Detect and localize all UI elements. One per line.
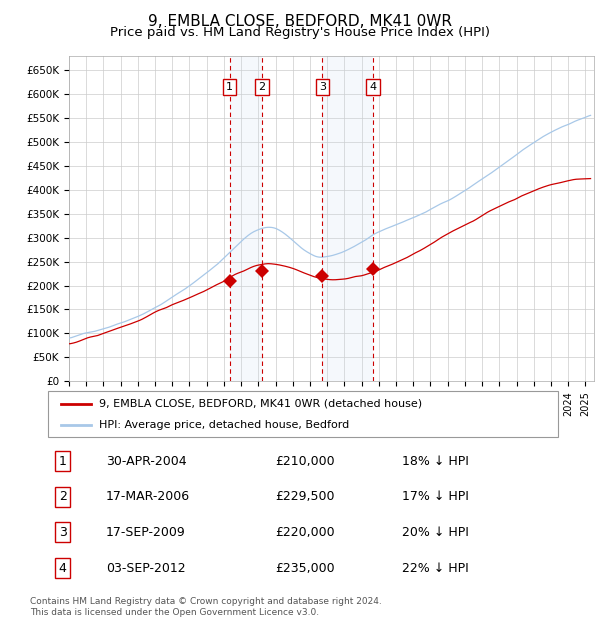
Text: 17-SEP-2009: 17-SEP-2009 bbox=[106, 526, 186, 539]
Text: 03-SEP-2012: 03-SEP-2012 bbox=[106, 562, 186, 575]
Text: £220,000: £220,000 bbox=[275, 526, 335, 539]
Text: 9, EMBLA CLOSE, BEDFORD, MK41 0WR (detached house): 9, EMBLA CLOSE, BEDFORD, MK41 0WR (detac… bbox=[99, 399, 422, 409]
Text: 17% ↓ HPI: 17% ↓ HPI bbox=[402, 490, 469, 503]
Bar bbox=[322, 56, 373, 381]
Text: 4: 4 bbox=[370, 82, 377, 92]
Text: £210,000: £210,000 bbox=[275, 454, 335, 467]
Text: 22% ↓ HPI: 22% ↓ HPI bbox=[402, 562, 469, 575]
Text: 4: 4 bbox=[59, 562, 67, 575]
Text: £229,500: £229,500 bbox=[275, 490, 335, 503]
Text: 3: 3 bbox=[59, 526, 67, 539]
Text: £235,000: £235,000 bbox=[275, 562, 335, 575]
Text: 30-APR-2004: 30-APR-2004 bbox=[106, 454, 187, 467]
Text: Contains HM Land Registry data © Crown copyright and database right 2024.
This d: Contains HM Land Registry data © Crown c… bbox=[30, 598, 382, 617]
Text: 1: 1 bbox=[59, 454, 67, 467]
Text: 18% ↓ HPI: 18% ↓ HPI bbox=[402, 454, 469, 467]
Text: 9, EMBLA CLOSE, BEDFORD, MK41 0WR: 9, EMBLA CLOSE, BEDFORD, MK41 0WR bbox=[148, 14, 452, 29]
Text: 3: 3 bbox=[319, 82, 326, 92]
FancyBboxPatch shape bbox=[48, 391, 558, 437]
Text: 2: 2 bbox=[59, 490, 67, 503]
Text: 1: 1 bbox=[226, 82, 233, 92]
Text: 2: 2 bbox=[259, 82, 266, 92]
Text: Price paid vs. HM Land Registry's House Price Index (HPI): Price paid vs. HM Land Registry's House … bbox=[110, 26, 490, 39]
Text: 17-MAR-2006: 17-MAR-2006 bbox=[106, 490, 190, 503]
Bar bbox=[230, 56, 262, 381]
Text: 20% ↓ HPI: 20% ↓ HPI bbox=[402, 526, 469, 539]
Text: HPI: Average price, detached house, Bedford: HPI: Average price, detached house, Bedf… bbox=[99, 420, 349, 430]
